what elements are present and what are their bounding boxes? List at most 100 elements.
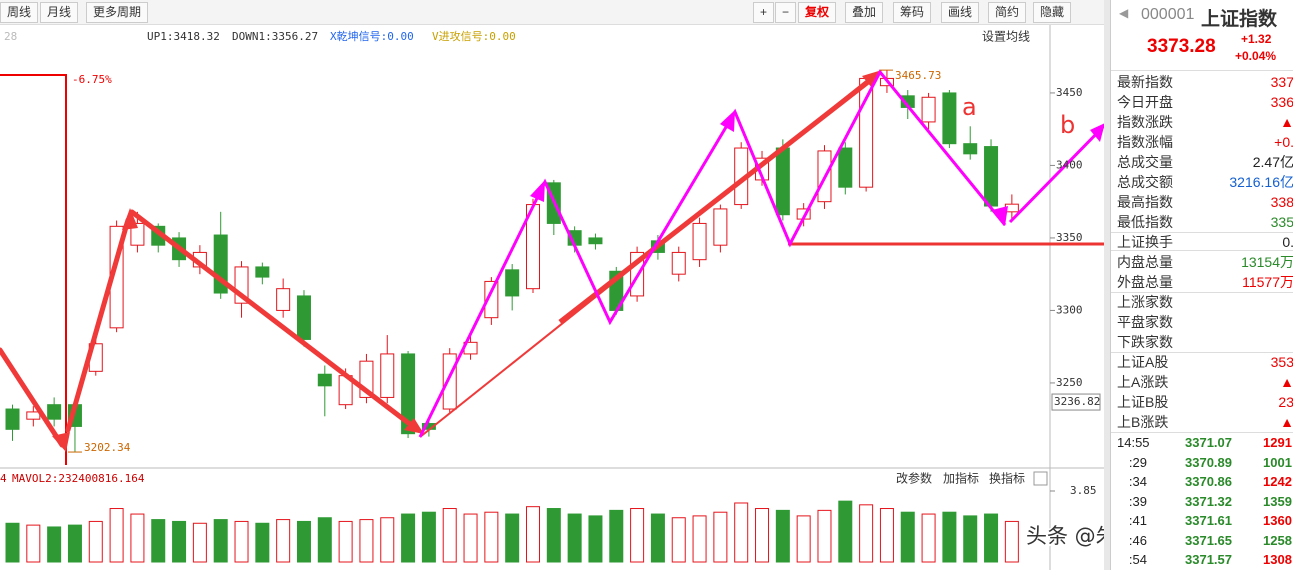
indicator-left: 28 — [4, 30, 17, 43]
quote-code: 000001 — [1141, 6, 1195, 23]
range-line — [0, 74, 67, 465]
arrow[interactable]: ◀ — [1119, 6, 1129, 20]
tool-button[interactable]: 画线 — [941, 2, 980, 23]
volume-bar — [588, 515, 603, 563]
volume-bar — [88, 520, 103, 563]
volume-bar — [859, 504, 874, 563]
tool-button[interactable]: 隐藏 — [1033, 2, 1072, 23]
volume-bar — [796, 515, 811, 563]
row-label: 指数涨跌 — [1117, 114, 1173, 130]
volume-bar — [609, 509, 624, 563]
volume-bar — [67, 524, 82, 563]
candle-body — [713, 208, 728, 246]
candle-body — [255, 266, 270, 278]
row-label: 最低指数 — [1117, 214, 1173, 230]
volume-bar — [963, 515, 978, 563]
volume-bar — [296, 520, 311, 563]
tick-price: 3371.61 — [1185, 513, 1232, 528]
candle-body — [775, 147, 790, 216]
quote-row: 内盘总量 13154万 — [1117, 252, 1293, 272]
volume-bar — [650, 513, 665, 563]
separator — [1111, 250, 1293, 251]
volume-bar — [567, 513, 582, 563]
candle-body — [671, 251, 686, 275]
period-tab[interactable]: 月线 — [40, 2, 79, 23]
wave-heads — [530, 110, 1104, 226]
period-tab[interactable]: 更多周期 — [86, 2, 149, 23]
volume-bar — [546, 508, 561, 563]
candle-body — [47, 404, 62, 420]
toolbar: 周线 月线 更多周期 + − 复权 叠加 筹码 画线 简约 隐藏 — [0, 0, 1104, 25]
tool-button[interactable]: − — [775, 2, 797, 23]
volume-bar — [192, 522, 207, 563]
tick-row: :46 3371.65 1258 — [1115, 531, 1293, 551]
ma-setting[interactable]: 设置均线 — [982, 30, 1030, 44]
tick-row: :39 3371.32 1359 — [1115, 492, 1293, 512]
y-tick-label: 3300 — [1056, 303, 1083, 316]
close-button[interactable] — [1033, 471, 1048, 486]
quote-row: 今日开盘 336 — [1117, 92, 1293, 112]
volume-bar — [734, 502, 749, 563]
change-note: -6.75% — [72, 73, 112, 86]
volume-bar — [526, 506, 540, 563]
tick-vol: 1308 — [1263, 552, 1292, 567]
quote-row: 外盘总量 11577万 — [1117, 272, 1293, 292]
splitter[interactable] — [1104, 0, 1110, 570]
volume-bar — [213, 519, 228, 563]
volume-bar — [505, 513, 520, 563]
tick-price: 3371.32 — [1185, 493, 1232, 509]
candle-body — [921, 96, 936, 123]
volume-bar — [984, 513, 999, 563]
volume-bar — [921, 513, 936, 563]
quote-row: 总成交量 2.47亿 — [1117, 152, 1293, 172]
indicator-up: UP1:3418.32 — [147, 30, 220, 43]
volume-bar — [671, 517, 686, 563]
quote-row: 指数涨跌 ▲ — [1117, 112, 1293, 132]
volume-bar — [338, 520, 353, 563]
tick-row: :34 3370.86 1242 — [1115, 472, 1293, 492]
row-label: 最新指数 — [1117, 74, 1173, 90]
candle-body — [692, 222, 707, 261]
tool-button[interactable]: + — [753, 2, 775, 23]
tick-vol: 1242 — [1263, 474, 1292, 489]
candle-body — [484, 280, 499, 319]
tick-price: 3371.65 — [1185, 532, 1232, 548]
vol-button[interactable]: 加指标 — [943, 471, 979, 486]
tool-button[interactable]: 叠加 — [845, 2, 884, 23]
tool-button[interactable]: 筹码 — [893, 2, 932, 23]
axis-band — [1050, 24, 1104, 570]
row-label: 上B涨跌 — [1117, 414, 1169, 430]
volume-bar — [234, 520, 249, 563]
candle-body — [296, 295, 311, 340]
separator — [1111, 352, 1293, 353]
candle-body — [26, 411, 41, 420]
quote-row: 最低指数 335 — [1117, 212, 1293, 232]
volume-bar — [775, 509, 790, 563]
volume-bars — [5, 500, 1019, 563]
volume-bar — [26, 524, 41, 563]
volume-bar — [401, 513, 416, 563]
tick-time: 14:55 — [1117, 435, 1150, 450]
tick-time: :29 — [1128, 454, 1147, 470]
tool-button[interactable]: 复权 — [798, 2, 837, 23]
row-value: 336 — [1270, 94, 1293, 110]
y-tick-label: 3400 — [1056, 158, 1083, 171]
volume-bar — [151, 519, 166, 563]
quote-row: 平盘家数 — [1117, 312, 1293, 332]
forecast-line — [1008, 123, 1104, 224]
row-value: ▲ — [1280, 414, 1293, 430]
quote-row: 最新指数 337 — [1117, 72, 1293, 92]
row-label: 内盘总量 — [1117, 254, 1173, 270]
indicator-x: X乾坤信号:0.00 — [330, 29, 414, 43]
row-value: 338 — [1270, 194, 1293, 210]
volume-bar — [359, 519, 374, 563]
y-tick-label: 3450 — [1056, 86, 1083, 99]
period-tab[interactable]: 周线 — [0, 2, 39, 23]
vol-button[interactable]: 换指标 — [989, 471, 1025, 486]
tick-row: :54 3371.57 1308 — [1115, 550, 1293, 570]
volume-bar — [255, 522, 270, 563]
last-box — [1051, 393, 1101, 411]
tool-button[interactable]: 简约 — [988, 2, 1027, 23]
volume-bar — [380, 517, 395, 563]
vol-button[interactable]: 改参数 — [896, 471, 932, 486]
